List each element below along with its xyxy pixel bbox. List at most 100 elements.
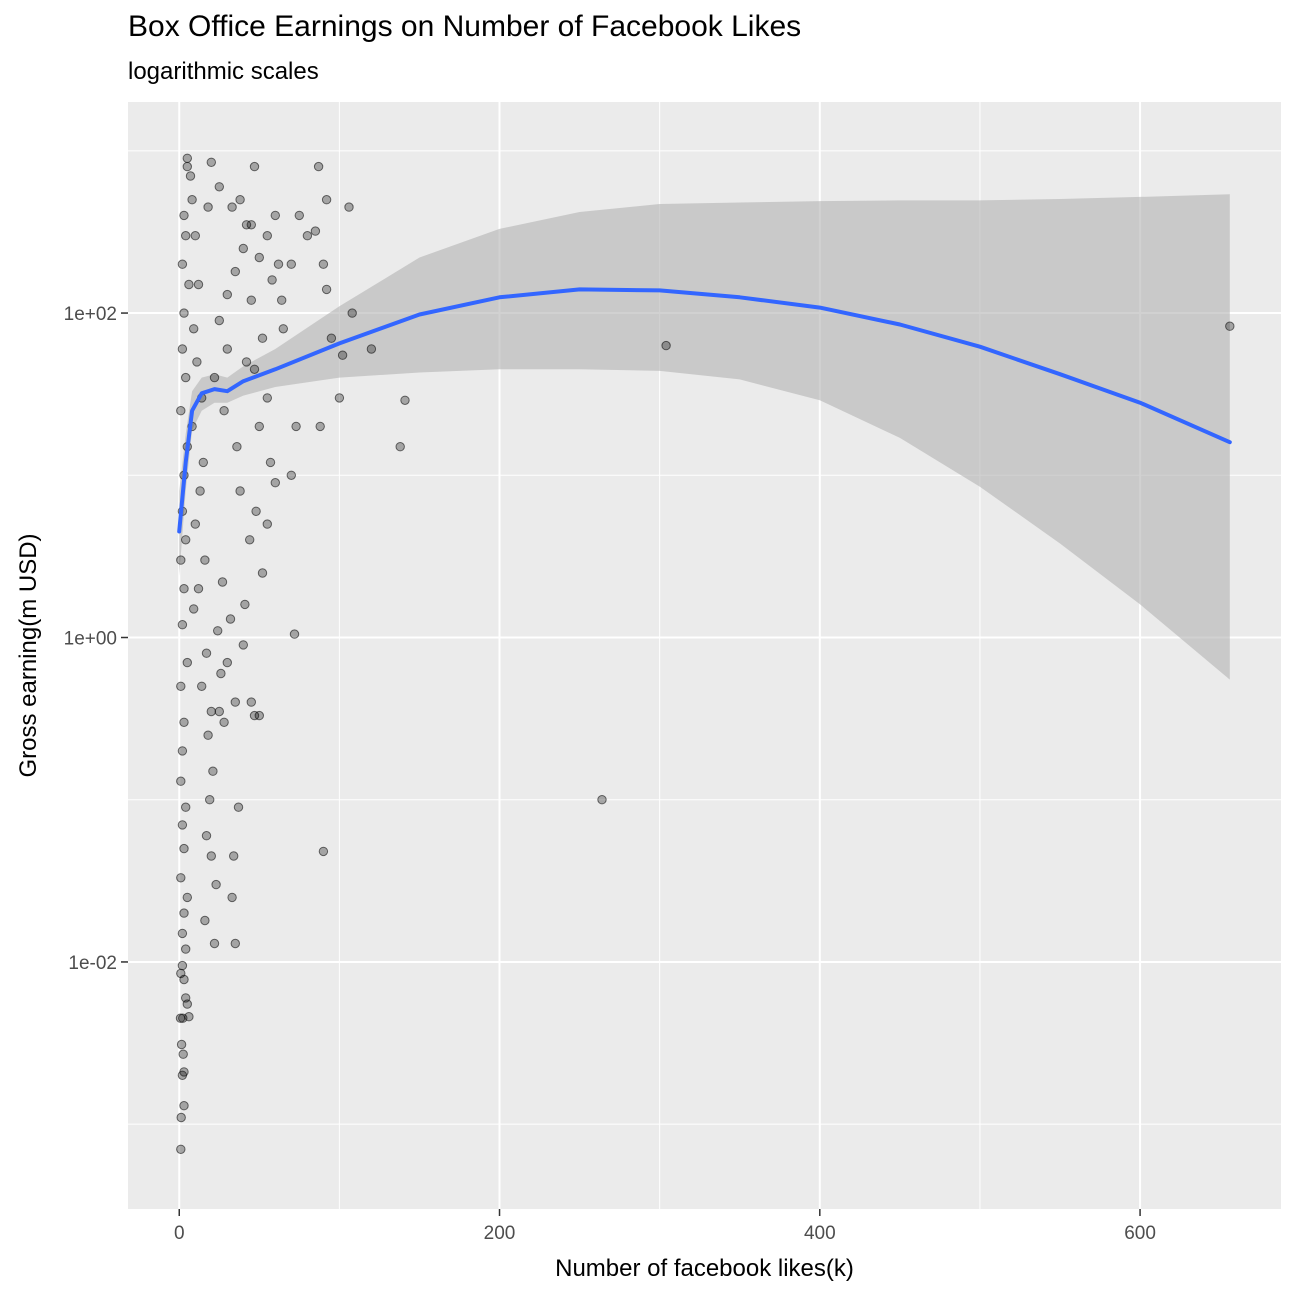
data-point xyxy=(182,161,193,172)
data-point xyxy=(190,231,201,241)
data-point xyxy=(176,555,186,565)
data-point xyxy=(179,584,189,594)
data-point xyxy=(193,279,204,290)
data-point xyxy=(302,231,313,241)
data-point xyxy=(227,202,237,212)
x-tick-label: 200 xyxy=(484,1223,516,1244)
data-point xyxy=(176,406,186,416)
data-point xyxy=(310,226,321,236)
data-point xyxy=(200,555,210,565)
data-point xyxy=(286,470,296,480)
data-point xyxy=(238,640,249,650)
data-point xyxy=(315,421,325,432)
data-point xyxy=(1225,321,1235,331)
x-tick-label: 600 xyxy=(1124,1223,1156,1244)
data-point xyxy=(177,344,188,354)
data-point xyxy=(334,393,345,403)
data-point xyxy=(206,706,217,717)
data-point xyxy=(190,519,201,529)
data-point xyxy=(208,766,218,776)
data-point xyxy=(203,202,213,212)
data-point xyxy=(182,153,193,164)
data-point xyxy=(230,938,241,949)
data-point xyxy=(229,851,239,861)
data-point xyxy=(337,350,348,360)
data-point xyxy=(209,938,220,949)
data-point xyxy=(270,478,280,488)
data-point xyxy=(273,259,284,269)
data-point xyxy=(318,259,329,269)
data-point xyxy=(222,344,233,354)
data-point xyxy=(181,944,191,954)
data-point xyxy=(176,1039,187,1050)
data-point xyxy=(176,1112,186,1123)
confidence-band xyxy=(179,194,1230,680)
data-point xyxy=(211,879,221,890)
data-point xyxy=(251,506,261,516)
data-point xyxy=(185,171,196,181)
data-point xyxy=(227,892,237,903)
data-point xyxy=(177,620,188,630)
data-point xyxy=(197,681,207,691)
data-point xyxy=(262,393,272,403)
data-point xyxy=(230,697,241,707)
data-point xyxy=(176,1144,186,1155)
smooth-trend-line xyxy=(177,287,1232,534)
data-point xyxy=(291,421,301,432)
data-point xyxy=(254,421,264,432)
data-point xyxy=(267,275,277,285)
data-point xyxy=(277,295,287,305)
data-point xyxy=(177,746,188,756)
data-point xyxy=(241,220,252,230)
data-point xyxy=(205,795,215,805)
data-point xyxy=(265,457,276,468)
data-point xyxy=(192,357,202,367)
data-point xyxy=(240,599,250,610)
data-point xyxy=(187,195,197,205)
data-point xyxy=(366,344,377,354)
data-point xyxy=(395,442,405,452)
data-point xyxy=(189,604,199,614)
data-point xyxy=(189,324,199,334)
data-point xyxy=(176,681,186,691)
data-point xyxy=(321,284,332,295)
data-point xyxy=(184,1012,194,1022)
data-point xyxy=(179,1067,189,1077)
data-point xyxy=(195,486,205,496)
data-point xyxy=(177,960,188,971)
data-point xyxy=(262,519,272,529)
data-point xyxy=(344,202,354,212)
data-point xyxy=(176,873,186,883)
data-point xyxy=(177,259,188,269)
data-point xyxy=(249,364,260,374)
data-point xyxy=(181,535,191,545)
data-point xyxy=(200,915,210,926)
data-point xyxy=(254,710,264,721)
data-point xyxy=(209,372,220,383)
data-point xyxy=(233,802,244,812)
y-tick-label: 1e-02 xyxy=(68,953,117,974)
data-point xyxy=(318,846,329,857)
data-point xyxy=(182,999,193,1009)
data-point xyxy=(219,717,229,727)
data-point xyxy=(181,231,191,241)
data-point xyxy=(201,831,212,841)
data-point xyxy=(222,289,233,300)
data-point xyxy=(286,259,296,269)
data-point xyxy=(289,629,300,639)
data-points xyxy=(175,153,1235,1155)
data-point xyxy=(254,252,264,263)
data-point xyxy=(597,795,607,805)
data-point xyxy=(178,1049,188,1059)
data-point xyxy=(278,324,288,334)
data-point xyxy=(179,210,189,221)
data-point xyxy=(246,697,257,707)
data-point xyxy=(179,717,189,727)
chart-title: Box Office Earnings on Number of Faceboo… xyxy=(128,10,802,43)
data-point xyxy=(257,333,268,343)
data-point xyxy=(184,279,194,290)
confidence-band-layer xyxy=(179,194,1230,680)
data-point xyxy=(262,231,272,241)
data-point xyxy=(222,657,233,668)
